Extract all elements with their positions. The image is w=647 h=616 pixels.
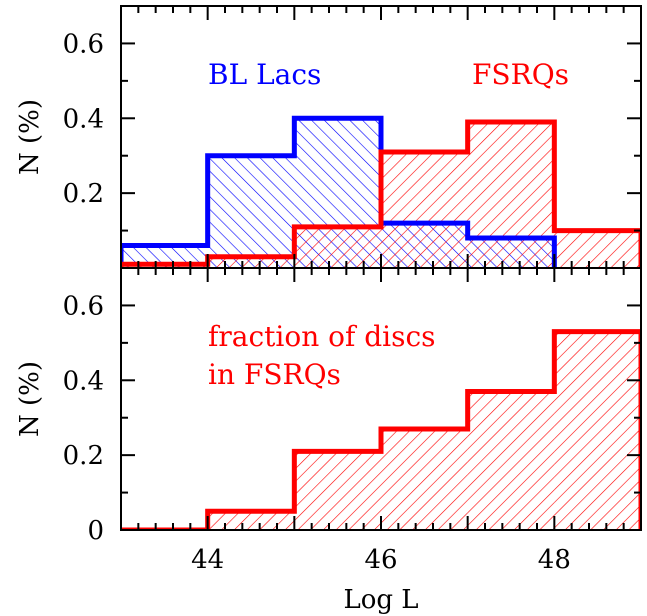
top-ytick-label: 0.6 (63, 29, 104, 59)
panel-bottom-histogram: 0 0.2 0.4 0.6 44 46 48 N (%) fraction of discs… (15, 267, 642, 615)
legend-fsrqs: FSRQs (472, 58, 569, 91)
top-bl-lacs-step-line (121, 115, 557, 268)
bottom-ylabel: N (%) (15, 361, 45, 437)
bottom-fraction-of-discs-in-fsrqs-bar-2 (294, 451, 381, 530)
bottom-fraction-of-discs-in-fsrqs-bar-5 (554, 331, 641, 530)
top-fsrqs-bar-2 (294, 226, 381, 268)
bottom-fraction-of-discs-in-fsrqs-bar-3 (381, 428, 468, 530)
top-fsrqs-bar-5 (554, 230, 641, 268)
bottom-fraction-of-discs-in-fsrqs-bar-4 (467, 391, 555, 530)
bottom-xtick-label: 44 (191, 545, 224, 575)
x-axis-label: Log L (343, 585, 418, 615)
top-bl-lacs-bar-1 (207, 155, 295, 268)
top-ytick-label: 0.2 (63, 179, 104, 209)
top-fsrqs-bar-4 (467, 122, 555, 268)
panel-top-histogram: 0.2 0.4 0.6 N (%) BL Lacs FSRQs (15, 5, 642, 269)
bottom-ytick-label: 0.6 (63, 291, 104, 321)
bottom-xtick-label: 46 (364, 545, 397, 575)
bottom-xtick-label: 48 (538, 545, 571, 575)
legend-bl-lacs: BL Lacs (208, 58, 321, 91)
bottom-ytick-label: 0.4 (63, 366, 104, 396)
annotation-line-2: in FSRQs (208, 358, 341, 391)
top-ylabel: N (%) (15, 99, 45, 175)
bottom-fraction-of-discs-in-fsrqs-bar-1 (207, 511, 295, 530)
bottom-ytick-label: 0.2 (63, 441, 104, 471)
top-fsrqs-bar-3 (381, 151, 468, 268)
bottom-fraction-of-discs-in-fsrqs-step-line (121, 329, 641, 530)
bottom-ytick-label: 0 (87, 516, 104, 546)
bottom-plot-frame (120, 267, 642, 531)
annotation-line-1: fraction of discs (208, 320, 436, 353)
top-fsrqs-bar-1 (207, 256, 295, 268)
top-ytick-label: 0.4 (63, 104, 104, 134)
